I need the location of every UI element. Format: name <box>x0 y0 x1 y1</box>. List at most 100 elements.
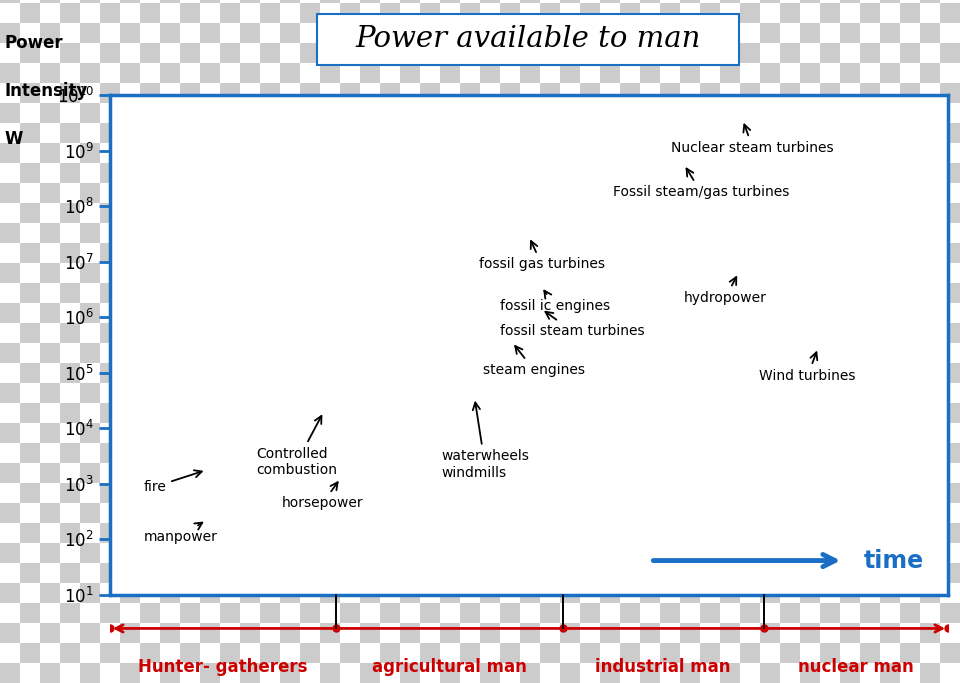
Bar <box>120 503 140 523</box>
Bar <box>140 563 160 583</box>
Bar <box>200 183 220 203</box>
Bar <box>460 343 480 363</box>
Bar <box>520 383 540 403</box>
Bar <box>700 0 720 3</box>
Bar <box>940 43 960 63</box>
Bar <box>940 563 960 583</box>
Bar <box>900 663 920 683</box>
Bar <box>520 303 540 323</box>
Bar <box>340 563 360 583</box>
Bar <box>940 603 960 623</box>
Bar <box>900 63 920 83</box>
Bar <box>460 143 480 163</box>
Bar <box>120 483 140 503</box>
Bar <box>200 143 220 163</box>
Bar <box>480 23 500 43</box>
Bar <box>720 423 740 443</box>
Bar <box>320 223 340 243</box>
Bar <box>240 303 260 323</box>
Bar <box>580 383 600 403</box>
Bar <box>700 563 720 583</box>
Bar <box>440 483 460 503</box>
Bar <box>260 103 280 123</box>
Bar <box>340 383 360 403</box>
Bar <box>80 343 100 363</box>
Bar <box>360 123 380 143</box>
Bar <box>280 163 300 183</box>
Bar <box>80 143 100 163</box>
Bar <box>180 303 200 323</box>
Bar <box>400 643 420 663</box>
Bar <box>220 583 240 603</box>
Bar <box>760 543 780 563</box>
Bar <box>540 523 560 543</box>
Bar <box>240 623 260 643</box>
Bar <box>40 43 60 63</box>
Bar <box>460 163 480 183</box>
Bar <box>820 283 840 303</box>
Bar <box>620 263 640 283</box>
Bar <box>900 203 920 223</box>
Bar <box>300 43 320 63</box>
Bar <box>900 643 920 663</box>
Bar <box>820 143 840 163</box>
Bar <box>660 103 680 123</box>
Bar <box>220 303 240 323</box>
Bar <box>300 3 320 23</box>
Bar <box>400 443 420 463</box>
Bar <box>580 403 600 423</box>
Bar <box>720 463 740 483</box>
Bar <box>280 23 300 43</box>
Bar <box>780 423 800 443</box>
Bar <box>700 463 720 483</box>
Bar <box>60 643 80 663</box>
Bar <box>440 23 460 43</box>
Bar <box>120 563 140 583</box>
Bar <box>100 643 120 663</box>
Bar <box>720 483 740 503</box>
Bar <box>300 423 320 443</box>
Bar <box>500 523 520 543</box>
Bar <box>140 83 160 103</box>
Bar <box>760 163 780 183</box>
Bar <box>760 603 780 623</box>
Bar <box>460 243 480 263</box>
Bar <box>400 523 420 543</box>
Bar <box>920 223 940 243</box>
Bar <box>60 443 80 463</box>
Bar <box>600 543 620 563</box>
Bar <box>420 383 440 403</box>
Bar <box>0 503 20 523</box>
Bar <box>200 603 220 623</box>
Bar <box>100 363 120 383</box>
Text: Nuclear steam turbines: Nuclear steam turbines <box>671 124 834 155</box>
Bar <box>820 83 840 103</box>
Bar <box>620 183 640 203</box>
Bar <box>120 403 140 423</box>
Bar <box>380 623 400 643</box>
Bar <box>440 623 460 643</box>
Bar <box>620 203 640 223</box>
Bar <box>440 183 460 203</box>
Bar <box>660 123 680 143</box>
Bar <box>540 323 560 343</box>
Bar <box>420 83 440 103</box>
Bar <box>100 83 120 103</box>
Bar <box>80 383 100 403</box>
Bar <box>460 363 480 383</box>
Bar <box>460 263 480 283</box>
Bar <box>220 663 240 683</box>
Text: waterwheels
windmills: waterwheels windmills <box>441 402 529 479</box>
Bar <box>500 403 520 423</box>
Bar <box>40 143 60 163</box>
Bar <box>20 303 40 323</box>
Bar <box>320 143 340 163</box>
Bar <box>540 603 560 623</box>
Bar <box>320 0 340 3</box>
Bar <box>180 183 200 203</box>
Bar <box>860 243 880 263</box>
Bar <box>800 203 820 223</box>
Bar <box>580 223 600 243</box>
Bar <box>920 383 940 403</box>
Bar <box>340 23 360 43</box>
